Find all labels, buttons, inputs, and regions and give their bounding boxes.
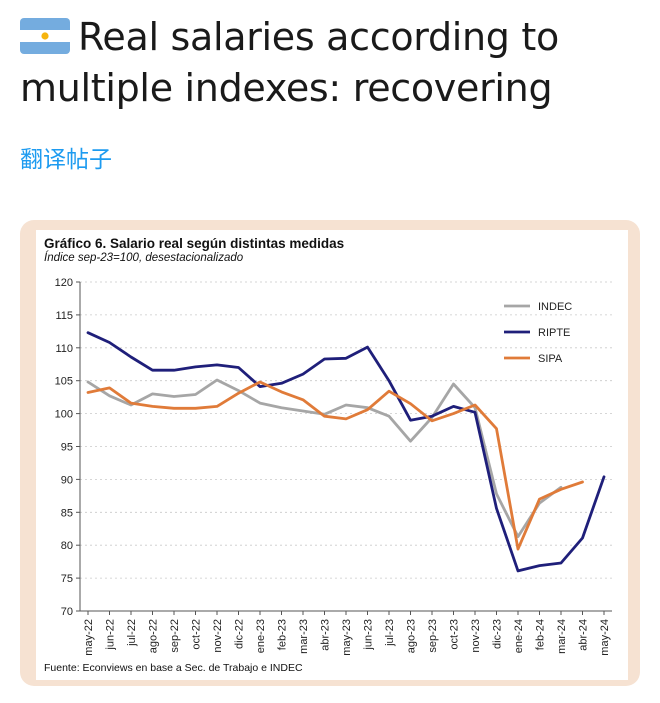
x-tick-label: ene-24	[513, 619, 525, 653]
y-tick-label: 75	[61, 573, 73, 585]
title-line-2: multiple indexes: recovering	[20, 66, 553, 110]
x-tick-label: jun-22	[105, 619, 117, 651]
y-tick-label: 80	[61, 540, 73, 552]
x-tick-label: jul-23	[384, 619, 396, 647]
chart-title: Gráfico 6. Salario real según distintas …	[44, 236, 344, 251]
series-line-ripte	[86, 331, 606, 573]
y-tick-label: 85	[61, 507, 73, 519]
x-tick-label: may-24	[599, 619, 611, 656]
post-title: Real salaries according to multiple inde…	[20, 12, 650, 114]
y-tick-label: 95	[61, 442, 73, 454]
chart-panel: Gráfico 6. Salario real según distintas …	[36, 230, 628, 680]
x-tick-label: dic-22	[234, 619, 246, 649]
x-tick-label: jun-23	[363, 619, 375, 651]
x-tick-label: jul-22	[126, 619, 138, 647]
x-tick-label: oct-23	[449, 619, 461, 650]
legend-label-indec: INDEC	[538, 301, 572, 313]
legend: INDEC RIPTE SIPA	[504, 301, 572, 365]
y-tick-label: 120	[55, 277, 73, 289]
x-tick-label: feb-23	[277, 619, 289, 650]
x-tick-label: ene-23	[255, 619, 267, 653]
y-tick-label: 105	[55, 376, 73, 388]
series-layer	[86, 331, 606, 573]
y-tick-label: 115	[55, 310, 73, 322]
x-tick-label: may-22	[83, 619, 95, 656]
x-tick-label: sep-22	[169, 619, 181, 653]
chart-subtitle: Índice sep-23=100, desestacionalizado	[44, 251, 244, 264]
argentina-flag-icon	[20, 18, 70, 54]
y-tick-label: 100	[55, 409, 73, 421]
x-tick-label: feb-24	[535, 619, 547, 650]
x-tick-label: abr-24	[578, 619, 590, 651]
series-line-indec	[86, 378, 563, 538]
x-tick-label: ago-23	[406, 619, 418, 653]
x-tick-label: mar-23	[298, 619, 310, 654]
y-tick-label: 90	[61, 474, 73, 486]
salary-chart: Gráfico 6. Salario real según distintas …	[44, 236, 612, 674]
x-tick-label: nov-22	[212, 619, 224, 653]
legend-label-ripte: RIPTE	[538, 327, 570, 339]
title-line-1: Real salaries according to	[78, 15, 559, 59]
x-tick-label: ago-22	[148, 619, 160, 653]
series-line-sipa	[86, 380, 584, 551]
translate-post-link[interactable]: 翻译帖子	[20, 147, 112, 173]
x-tick-label: mar-24	[556, 619, 568, 654]
chart-source: Fuente: Econviews en base a Sec. de Trab…	[44, 662, 303, 674]
x-tick-label: dic-23	[492, 619, 504, 649]
x-tick-label: nov-23	[470, 619, 482, 653]
grid-layer	[80, 281, 612, 579]
legend-label-sipa: SIPA	[538, 353, 563, 365]
x-tick-label: sep-23	[427, 619, 439, 653]
y-tick-label: 70	[61, 606, 73, 618]
post-image[interactable]: Gráfico 6. Salario real según distintas …	[20, 220, 640, 686]
y-tick-label: 110	[55, 343, 73, 355]
x-tick-label: oct-22	[191, 619, 203, 650]
axis-layer: 70 75 80 85 90 95 100 105 110 115 120 may-22 jun-22 j…	[55, 277, 612, 656]
x-tick-label: may-23	[341, 619, 353, 656]
x-tick-label: abr-23	[320, 619, 332, 651]
